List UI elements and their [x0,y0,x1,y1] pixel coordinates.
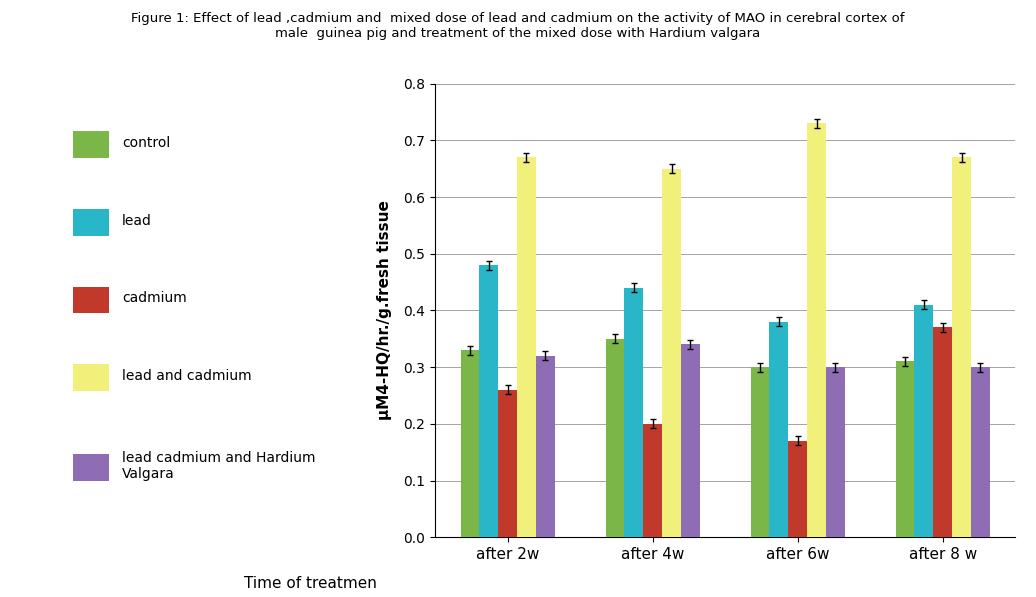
Text: cadmium: cadmium [122,291,186,306]
Bar [770,322,788,537]
Y-axis label: μM4-HQ/hr./g.fresh tissue: μM4-HQ/hr./g.fresh tissue [377,201,393,420]
Bar [750,367,770,537]
Bar [498,390,517,537]
Bar [681,344,700,537]
Text: control: control [122,136,171,150]
Bar [895,361,915,537]
Bar [933,327,952,537]
Text: lead and cadmium: lead and cadmium [122,369,252,383]
Bar [536,356,555,537]
Bar [788,441,807,537]
Bar [971,367,989,537]
Text: lead: lead [122,214,152,228]
Bar [662,169,681,537]
Text: lead cadmium and Hardium
Valgara: lead cadmium and Hardium Valgara [122,451,316,481]
Text: Time of treatmen: Time of treatmen [244,576,377,591]
Bar [826,367,845,537]
Bar [643,424,662,537]
Bar [480,265,498,537]
Bar [605,339,625,537]
Bar [625,288,643,537]
Bar [915,304,933,537]
Bar [807,124,826,537]
Text: Figure 1: Effect of lead ,cadmium and  mixed dose of lead and cadmium on the act: Figure 1: Effect of lead ,cadmium and mi… [132,12,904,40]
Bar [952,158,971,537]
Bar [460,350,480,537]
Bar [517,158,536,537]
